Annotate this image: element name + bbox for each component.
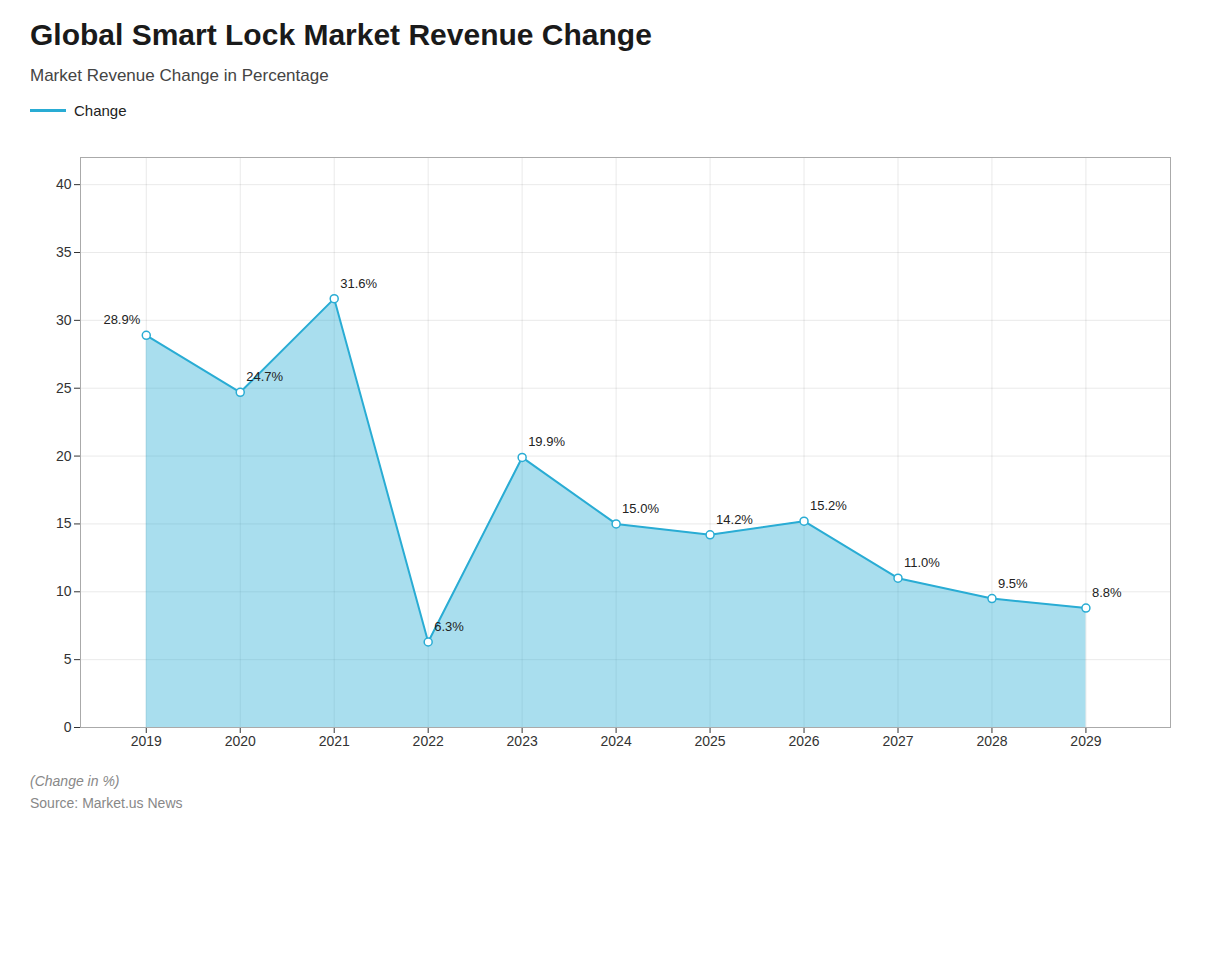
- svg-text:2019: 2019: [131, 733, 162, 749]
- html-text:Market Revenue Change in Perce: Market Revenue Change in Percentage: [30, 66, 329, 85]
- svg-text:2022: 2022: [413, 733, 444, 749]
- svg-text:2028: 2028: [976, 733, 1007, 749]
- svg-text:2020: 2020: [225, 733, 256, 749]
- svg-text:15: 15: [56, 515, 72, 531]
- svg-text:8.8%: 8.8%: [1092, 585, 1122, 600]
- svg-text:28.9%: 28.9%: [103, 312, 140, 327]
- svg-text:2025: 2025: [694, 733, 725, 749]
- svg-text:2021: 2021: [319, 733, 350, 749]
- svg-text:0: 0: [64, 719, 72, 735]
- svg-text:40: 40: [56, 176, 72, 192]
- svg-text:19.9%: 19.9%: [528, 434, 565, 449]
- html-text:Source: Market.us News: Source: Market.us News: [30, 795, 183, 811]
- svg-text:20: 20: [56, 448, 72, 464]
- html-text:Change: Change: [74, 102, 127, 119]
- svg-text:2027: 2027: [882, 733, 913, 749]
- html-text:(Change in %): (Change in %): [30, 773, 120, 789]
- svg-text:14.2%: 14.2%: [716, 512, 753, 527]
- svg-text:2024: 2024: [601, 733, 632, 749]
- svg-text:2029: 2029: [1070, 733, 1101, 749]
- svg-text:2026: 2026: [788, 733, 819, 749]
- svg-text:9.5%: 9.5%: [998, 576, 1028, 591]
- svg-text:15.0%: 15.0%: [622, 501, 659, 516]
- svg-text:31.6%: 31.6%: [340, 276, 377, 291]
- svg-text:11.0%: 11.0%: [904, 555, 940, 570]
- svg-text:30: 30: [56, 312, 72, 328]
- svg-text:2023: 2023: [507, 733, 538, 749]
- svg-text:24.7%: 24.7%: [246, 369, 283, 384]
- svg-text:25: 25: [56, 380, 72, 396]
- html-text:Global Smart Lock Market Reven: Global Smart Lock Market Revenue Change: [30, 18, 652, 51]
- svg-text:35: 35: [56, 244, 72, 260]
- svg-text:6.3%: 6.3%: [434, 619, 464, 634]
- svg-text:10: 10: [56, 583, 72, 599]
- svg-text:15.2%: 15.2%: [810, 498, 847, 513]
- svg-text:5: 5: [64, 651, 72, 667]
